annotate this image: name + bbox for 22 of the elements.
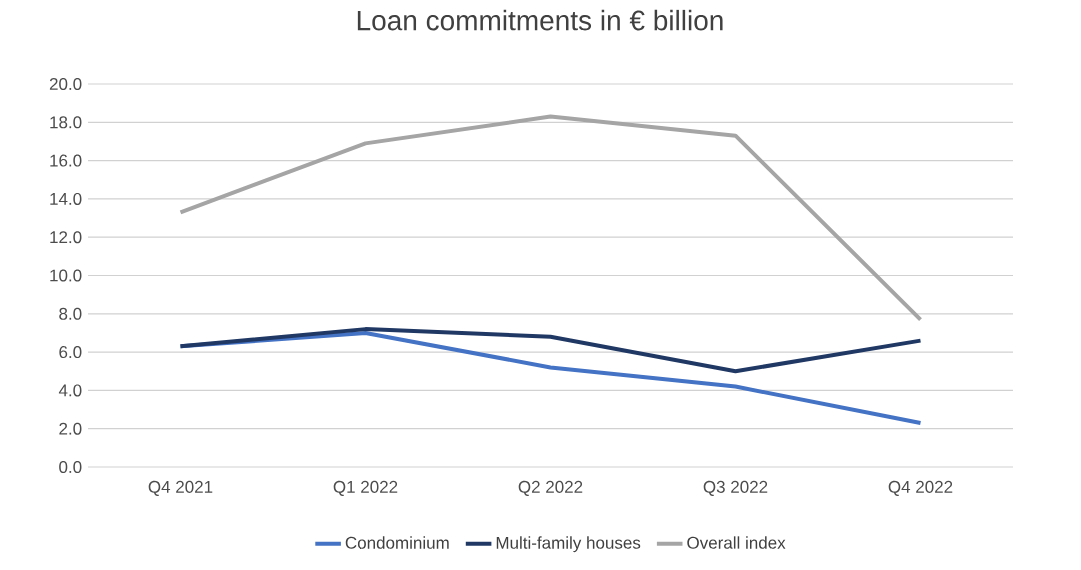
x-tick-label: Q3 2022 [703,480,768,496]
y-tick-label: 8.0 [59,307,82,320]
x-tick-label: Q4 2022 [888,480,953,496]
legend-label: Overall index [687,536,786,549]
x-tick-label: Q2 2022 [518,480,583,496]
legend-label: Multi-family houses [496,536,641,553]
y-tick-label: 4.0 [58,384,82,397]
y-tick-label: 6.0 [59,346,82,359]
line-series [178,114,923,322]
x-tick-label: Q1 2022 [333,480,398,496]
y-tick-label: 12.0 [50,231,82,244]
line-series [178,327,923,374]
y-tick-label: 20.0 [49,77,82,91]
y-tick-label: 10.0 [50,269,82,282]
y-tick-label: 2.0 [59,422,82,435]
y-tick-label: 14.0 [50,192,82,205]
y-tick-label: 16.0 [50,154,82,167]
x-tick-label: Q4 2021 [148,480,213,496]
y-tick-label: 18.0 [50,116,82,129]
legend-label: Condominium [345,536,449,549]
chart-title: Loan commitments in € billion [357,9,723,31]
y-tick-label: 0.0 [59,460,82,474]
